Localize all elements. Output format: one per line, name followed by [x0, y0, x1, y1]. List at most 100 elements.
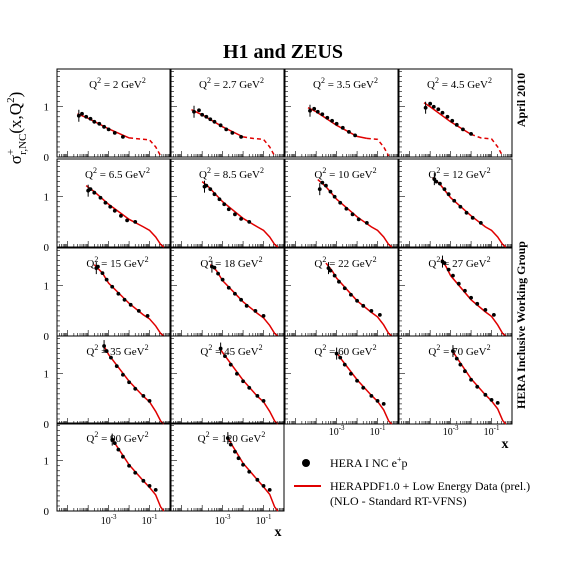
panel-q2-2.7: Q2 = 2.7 GeV2 — [170, 68, 285, 158]
panel-q2-label-part: 2 — [97, 76, 101, 85]
panel-q2-label: Q2 = 10 GeV2 — [314, 166, 376, 181]
panel-q2-label-part: 2 — [487, 255, 491, 264]
data-point — [338, 200, 343, 205]
x-tick-label: 10-3 — [101, 513, 117, 527]
y-tick-label: 1 — [44, 192, 50, 204]
panel-q2-label-part: 2 — [436, 255, 440, 264]
panel-grid: Q2 = 2 GeV2 0 1 Q2 = 2.7 GeV2 Q2 = 3.5 GeV2 Q… — [44, 68, 513, 518]
data-point — [454, 356, 459, 361]
data-point — [325, 115, 330, 120]
panel-q2-label: Q2 = 15 GeV2 — [86, 255, 148, 270]
y-tick-label: 0 — [44, 152, 50, 164]
data-point — [121, 454, 125, 459]
data-point — [222, 202, 227, 207]
panel-q2-label: Q2 = 18 GeV2 — [200, 255, 262, 270]
x-tick-label-exp: -1 — [380, 424, 386, 432]
data-point — [451, 349, 455, 353]
data-point — [334, 121, 339, 126]
data-point — [223, 354, 227, 359]
data-point — [330, 118, 334, 123]
panel-q2-label-part: 2 — [322, 255, 326, 264]
panel-frame — [170, 422, 285, 512]
panel-q2-label: Q2 = 45 GeV2 — [200, 343, 262, 358]
data-point — [230, 130, 235, 135]
data-point — [102, 344, 106, 348]
panel-q2-label: Q2 = 2 GeV2 — [89, 76, 146, 91]
data-point — [320, 112, 325, 117]
data-point — [98, 195, 103, 200]
data-point — [125, 218, 129, 223]
panel-frame — [170, 335, 285, 425]
panel-q2-label: Q2 = 2.7 GeV2 — [199, 76, 264, 91]
panel-q2-label: Q2 = 60 GeV2 — [314, 343, 376, 358]
data-point — [446, 192, 451, 197]
data-point — [355, 298, 359, 303]
data-point — [147, 398, 152, 403]
panel-q2-label-part: 2 — [374, 76, 378, 85]
fit-curve-extrapolated — [242, 136, 276, 157]
fit-curve-solid — [423, 102, 472, 136]
panel-q2-label-part: 2 — [436, 166, 440, 175]
y-axis-label-exp: 2 — [5, 97, 17, 103]
data-point — [452, 198, 457, 203]
panel-frame — [398, 68, 513, 158]
panel-q2-label-part: 2 — [488, 76, 492, 85]
data-point — [236, 456, 241, 461]
data-point — [317, 187, 322, 192]
data-point — [381, 401, 386, 406]
x-axis-labels: 10-3 10-1 10-3 10-110-3 10-1 10-3 10-1xx — [101, 424, 509, 540]
data-point — [434, 179, 439, 184]
fit-curve — [440, 259, 507, 337]
x-tick-label: 10-1 — [370, 424, 386, 438]
x-tick-label-exp: -3 — [453, 424, 459, 432]
x-tick-label: 10-3 — [215, 513, 231, 527]
x-tick-label-exp: -1 — [152, 513, 158, 521]
panel-q2-label-part: 2 — [207, 166, 211, 175]
data-point — [108, 204, 113, 209]
data-point — [446, 267, 451, 272]
panel-q2-3.5: Q2 = 3.5 GeV2 — [284, 68, 399, 158]
panel-q2-label-part: = 35 GeV — [98, 346, 144, 358]
data-point — [377, 312, 382, 317]
x-axis-label: x — [275, 525, 282, 540]
data-point — [233, 212, 237, 217]
panel-q2-label-part: 2 — [436, 343, 440, 352]
data-point — [96, 264, 100, 269]
fit-curve-extrapolated — [129, 137, 162, 157]
panel-q2-label-part: Q — [199, 169, 207, 181]
x-tick-label: 10-1 — [256, 513, 272, 527]
panel-q2-label-part: 2 — [373, 255, 377, 264]
panel-q2-label-part: Q — [200, 258, 208, 270]
data-point — [121, 372, 125, 377]
data-point — [495, 400, 500, 405]
data-point — [224, 127, 229, 132]
panel-q2-label-part: 2 — [145, 430, 149, 439]
panel-q2-label-part: = 60 GeV — [326, 346, 372, 358]
data-point — [192, 109, 196, 114]
fit-curve — [209, 264, 279, 337]
right-label-date: April 2010 — [514, 73, 528, 127]
data-point — [239, 216, 243, 221]
x-tick-label-base: 10 — [484, 427, 494, 438]
data-point — [121, 134, 125, 139]
x-tick-label-exp: -1 — [494, 424, 500, 432]
panel-q2-label: Q2 = 120 GeV2 — [198, 430, 266, 445]
data-point — [235, 371, 239, 376]
data-point — [469, 377, 473, 382]
data-point — [208, 187, 213, 192]
panel-q2-label-part: 2 — [322, 166, 326, 175]
data-point — [145, 313, 150, 318]
data-point — [80, 111, 84, 116]
fit-curve — [451, 350, 507, 425]
data-point — [255, 393, 260, 398]
panel-q2-label-part: 2 — [435, 76, 439, 85]
data-point — [324, 183, 328, 188]
panel-q2-label-part: 2 — [487, 343, 491, 352]
x-tick-label-exp: -3 — [339, 424, 345, 432]
data-point — [491, 312, 496, 317]
panel-q2-120: Q2 = 120 GeV2 — [170, 422, 285, 512]
panel-q2-label-part: Q — [427, 79, 435, 91]
data-point — [353, 133, 357, 138]
